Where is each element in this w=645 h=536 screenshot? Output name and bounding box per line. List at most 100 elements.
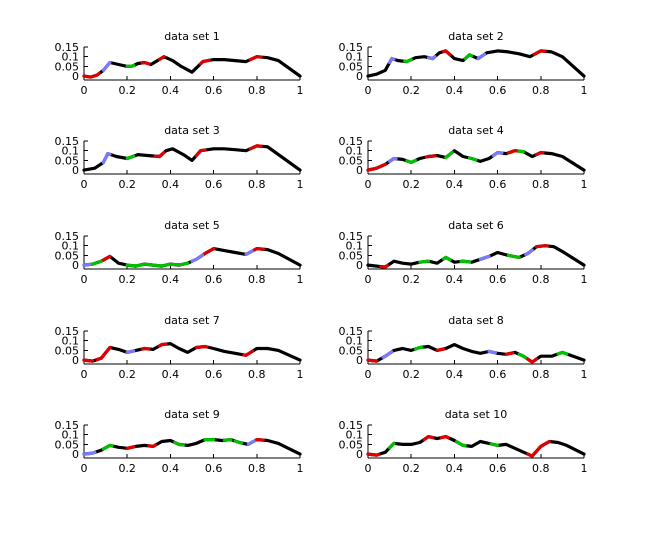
panel-7: data set 7 0 0.2 0.4 0.6 0.8 1 00.050.10.15 bbox=[55, 314, 304, 381]
highlight-green bbox=[444, 150, 454, 160]
panel-2: data set 2 0 0.2 0.4 0.6 0.8 1 00.050.10.15 bbox=[339, 30, 588, 97]
x-tick-label: 0.4 bbox=[162, 178, 180, 191]
highlight-red bbox=[95, 345, 112, 362]
x-tick-label: 0.4 bbox=[446, 368, 464, 381]
highlight-red bbox=[442, 49, 452, 57]
x-tick-label: 0.8 bbox=[532, 462, 550, 475]
x-tick-label: 0 bbox=[365, 368, 372, 381]
panel-8: data set 8 0 0.2 0.4 0.6 0.8 1 00.050.10.15 bbox=[339, 314, 588, 381]
highlight-blue bbox=[190, 253, 205, 263]
highlight-green bbox=[125, 63, 136, 69]
x-tick-label: 1 bbox=[581, 368, 588, 381]
panel-title: data set 3 bbox=[164, 124, 220, 137]
y-tick-label: 0.1 bbox=[346, 429, 364, 442]
highlight-green bbox=[90, 259, 103, 266]
highlight-blue bbox=[101, 151, 112, 164]
y-tick-label: 0.1 bbox=[62, 429, 80, 442]
y-tick-label: 0.05 bbox=[339, 344, 364, 357]
x-tick-label: 0.2 bbox=[118, 84, 136, 97]
highlight-red bbox=[82, 358, 95, 363]
highlight-blue bbox=[491, 150, 504, 158]
x-tick-label: 0.2 bbox=[402, 84, 420, 97]
highlight-green bbox=[403, 57, 413, 64]
y-tick-label: 0.15 bbox=[339, 325, 364, 338]
highlight-green bbox=[222, 438, 233, 442]
x-tick-label: 0.2 bbox=[118, 178, 136, 191]
x-tick-label: 0.2 bbox=[402, 273, 420, 286]
y-tick-label: 0.1 bbox=[62, 335, 80, 348]
panel-title: data set 5 bbox=[164, 219, 220, 232]
x-tick-label: 1 bbox=[297, 368, 304, 381]
y-tick-label: 0 bbox=[356, 448, 363, 461]
x-tick-label: 0.8 bbox=[532, 84, 550, 97]
x-tick-label: 0.8 bbox=[248, 462, 266, 475]
x-tick-label: 0 bbox=[81, 273, 88, 286]
y-tick-label: 0.15 bbox=[339, 41, 364, 54]
x-tick-label: 0.8 bbox=[532, 178, 550, 191]
x-tick-label: 0.4 bbox=[162, 368, 180, 381]
highlight-red bbox=[153, 151, 166, 159]
x-tick-label: 1 bbox=[581, 84, 588, 97]
panel-title: data set 2 bbox=[448, 30, 504, 43]
highlight-red bbox=[366, 358, 379, 363]
panel-title: data set 7 bbox=[164, 314, 220, 327]
x-tick-label: 0.2 bbox=[118, 368, 136, 381]
highlight-red bbox=[194, 344, 209, 350]
highlight-red bbox=[435, 347, 446, 352]
highlight-red bbox=[199, 58, 211, 66]
y-tick-label: 0 bbox=[72, 70, 79, 83]
y-tick-label: 0.05 bbox=[55, 344, 80, 357]
data-trace bbox=[366, 435, 586, 458]
x-tick-label: 0.2 bbox=[402, 178, 420, 191]
x-tick-label: 0.4 bbox=[446, 273, 464, 286]
highlight-green bbox=[101, 443, 114, 451]
panel-5: data set 5 0 0.2 0.4 0.6 0.8 1 00.050.10.15 bbox=[55, 219, 304, 286]
highlight-red bbox=[424, 154, 437, 159]
x-tick-label: 0.4 bbox=[446, 462, 464, 475]
highlight-red bbox=[101, 254, 112, 262]
x-tick-label: 0.4 bbox=[446, 84, 464, 97]
highlight-blue bbox=[388, 56, 396, 65]
highlight-green bbox=[405, 158, 418, 165]
x-tick-label: 0.6 bbox=[489, 178, 507, 191]
x-tick-label: 0.8 bbox=[248, 273, 266, 286]
x-tick-label: 0 bbox=[365, 273, 372, 286]
highlight-red bbox=[532, 49, 547, 57]
highlight-green bbox=[173, 440, 185, 447]
highlight-blue bbox=[82, 450, 97, 456]
highlight-red bbox=[379, 264, 389, 269]
y-tick-label: 0.05 bbox=[339, 438, 364, 451]
highlight-red bbox=[504, 351, 515, 356]
highlight-green bbox=[463, 53, 474, 61]
highlight-red bbox=[140, 60, 151, 66]
highlight-green bbox=[442, 255, 452, 262]
highlight-green bbox=[418, 259, 431, 264]
y-tick-label: 0.15 bbox=[339, 419, 364, 432]
x-tick-label: 0.8 bbox=[532, 273, 550, 286]
highlight-red bbox=[526, 439, 552, 459]
x-tick-label: 1 bbox=[297, 273, 304, 286]
x-tick-label: 0 bbox=[81, 368, 88, 381]
x-tick-label: 0.8 bbox=[248, 178, 266, 191]
highlight-red bbox=[255, 438, 265, 442]
y-tick-label: 0.05 bbox=[55, 154, 80, 167]
highlight-blue bbox=[476, 52, 487, 61]
highlight-red bbox=[194, 148, 207, 158]
highlight-red bbox=[140, 346, 151, 351]
y-tick-label: 0.05 bbox=[339, 154, 364, 167]
y-tick-label: 0.05 bbox=[339, 60, 364, 73]
data-trace bbox=[82, 438, 302, 456]
highlight-red bbox=[506, 149, 519, 155]
panel-10: data set 10 0 0.2 0.4 0.6 0.8 1 00.050.10.15 bbox=[339, 408, 588, 475]
x-tick-label: 0.2 bbox=[402, 462, 420, 475]
x-tick-label: 0.6 bbox=[489, 368, 507, 381]
x-tick-label: 0.6 bbox=[205, 462, 223, 475]
y-tick-label: 0.1 bbox=[346, 240, 364, 253]
highlight-green bbox=[506, 253, 521, 259]
x-tick-label: 0 bbox=[81, 178, 88, 191]
highlight-green bbox=[467, 156, 478, 162]
panel-title: data set 4 bbox=[448, 124, 504, 137]
x-tick-label: 0.4 bbox=[446, 178, 464, 191]
highlight-green bbox=[489, 442, 500, 447]
